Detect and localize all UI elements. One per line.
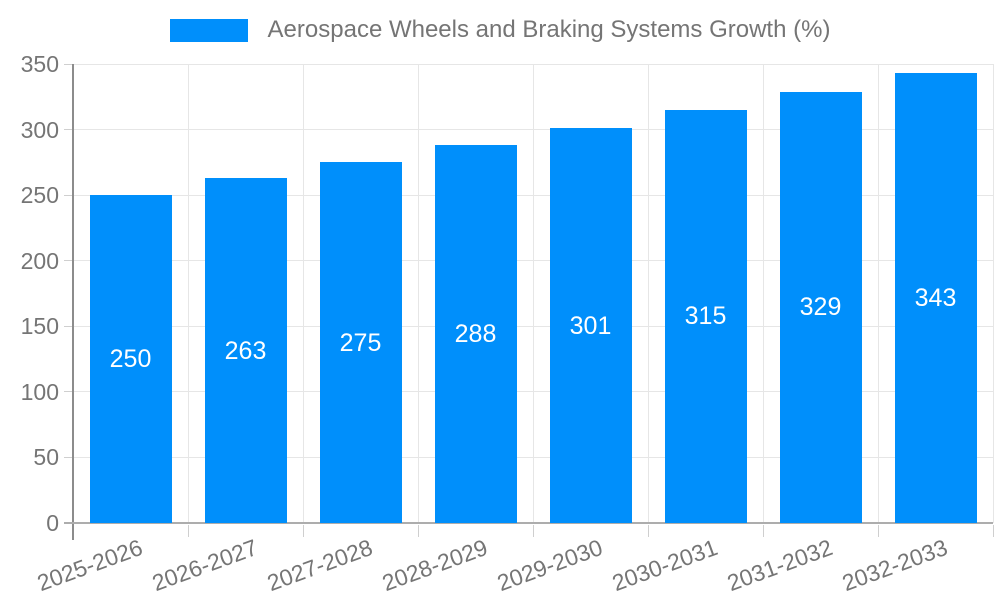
y-axis-tick (64, 194, 73, 196)
legend-label: Aerospace Wheels and Braking Systems Gro… (267, 16, 831, 43)
bar[interactable] (434, 145, 517, 523)
bar[interactable] (89, 195, 172, 523)
y-axis-tick-label: 200 (20, 247, 59, 274)
y-axis-tick (64, 63, 73, 65)
x-axis-tick-label: 2031-2032 (723, 534, 836, 597)
bar-value-label: 343 (914, 284, 957, 313)
x-axis-tick-label: 2029-2030 (493, 534, 606, 597)
y-axis-line (72, 64, 74, 540)
bar[interactable] (779, 91, 862, 523)
gridline-vertical (762, 64, 764, 523)
bar-value-label: 250 (109, 345, 152, 374)
y-axis-tick-label: 150 (20, 313, 59, 340)
x-axis-line (64, 522, 993, 524)
y-axis-tick-label: 250 (20, 182, 59, 209)
y-axis-tick (64, 129, 73, 131)
x-axis-tick-label: 2030-2031 (608, 534, 721, 597)
bar[interactable] (319, 162, 402, 523)
bar-value-label: 275 (339, 328, 382, 357)
x-axis-tick (532, 525, 534, 537)
x-axis-tick-label: 2032-2033 (838, 534, 951, 597)
x-axis-tick (302, 525, 304, 537)
x-axis-tick (187, 525, 189, 537)
bar[interactable] (664, 109, 747, 523)
y-axis-tick-label: 0 (46, 510, 59, 536)
legend[interactable]: Aerospace Wheels and Braking Systems Gro… (0, 16, 1000, 44)
x-axis-tick-label: 2028-2029 (378, 534, 491, 597)
bar[interactable] (549, 128, 632, 523)
y-axis-tick (64, 325, 73, 327)
y-axis-tick-label: 100 (20, 378, 59, 405)
gridline-vertical (992, 64, 994, 523)
x-axis-tick (992, 525, 994, 537)
gridline-vertical (302, 64, 304, 523)
y-axis-tick-label: 350 (20, 51, 59, 77)
y-axis-tick (64, 456, 73, 458)
bar-value-label: 263 (224, 336, 267, 365)
x-axis-tick-label: 2026-2027 (148, 534, 261, 597)
bar-value-label: 301 (569, 311, 612, 340)
x-axis-tick (762, 525, 764, 537)
x-axis-tick (647, 525, 649, 537)
x-axis-tick-label: 2027-2028 (263, 534, 376, 597)
gridline-vertical (417, 64, 419, 523)
gridline-vertical (187, 64, 189, 523)
legend-swatch (169, 18, 248, 42)
bar-value-label: 315 (684, 302, 727, 331)
x-axis-tick (877, 525, 879, 537)
y-axis-tick-label: 50 (33, 444, 59, 471)
bar[interactable] (894, 73, 977, 523)
y-axis-tick (64, 260, 73, 262)
x-axis-tick-label: 2025-2026 (33, 534, 146, 597)
gridline-vertical (877, 64, 879, 523)
bar[interactable] (204, 178, 287, 523)
y-axis-tick (64, 391, 73, 393)
y-axis-tick-label: 300 (20, 116, 59, 143)
bar-value-label: 288 (454, 320, 497, 349)
bar-value-label: 329 (799, 293, 842, 322)
gridline-vertical (647, 64, 649, 523)
gridline-vertical (532, 64, 534, 523)
x-axis-tick (417, 525, 419, 537)
